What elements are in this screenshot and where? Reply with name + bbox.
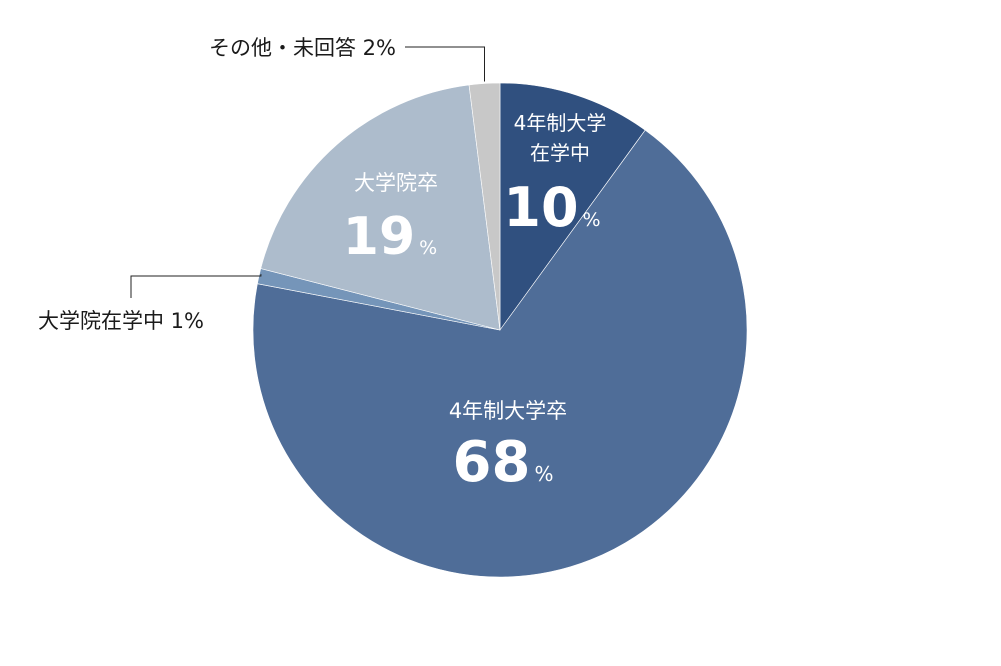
pie-slices <box>252 82 748 578</box>
slice-value-unit-0: % <box>583 209 601 231</box>
slice-name-label-0-0: 4年制大学 <box>514 111 607 135</box>
slice-outside-label-4: その他・未回答 2% <box>209 36 396 60</box>
leader-line-4 <box>405 46 485 82</box>
slice-name-label-0-1: 在学中 <box>530 141 590 165</box>
slice-value-number-0: 10 <box>503 176 578 239</box>
slice-value-number-3: 19 <box>343 207 415 267</box>
slice-name-label-3-0: 大学院卒 <box>354 171 438 195</box>
leader-lines <box>130 46 485 298</box>
leader-line-2 <box>130 274 262 298</box>
slice-outside-label-2: 大学院在学中 1% <box>38 309 204 333</box>
slice-value-unit-1: % <box>534 462 553 486</box>
slice-value-number-1: 68 <box>453 430 531 495</box>
slice-value-label-0: 10% <box>503 176 600 239</box>
slice-value-unit-3: % <box>419 237 437 259</box>
pie-slice-0 <box>499 82 646 331</box>
slice-value-label-1: 68% <box>453 430 554 495</box>
slice-value-label-3: 19% <box>343 207 437 267</box>
pie-slice-3 <box>260 84 501 331</box>
pie-slice-1 <box>252 129 748 578</box>
slice-name-label-1-0: 4年制大学卒 <box>449 399 567 423</box>
pie-slice-4 <box>468 82 501 331</box>
